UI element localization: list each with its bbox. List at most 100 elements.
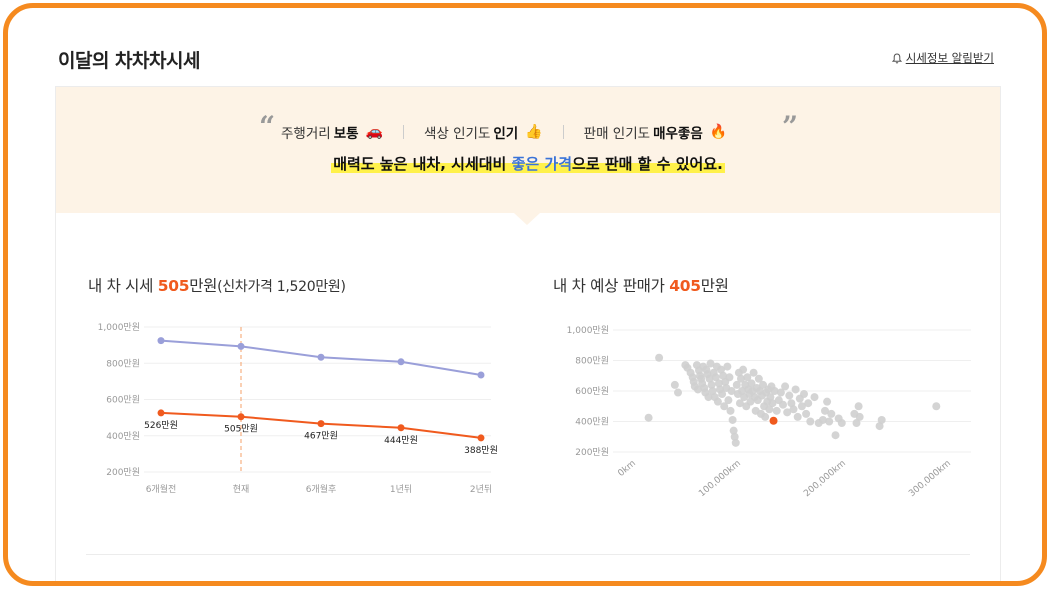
scatter-point — [729, 426, 738, 435]
fire-icon: 🔥 — [709, 124, 728, 140]
y-tick-label: 200만원 — [575, 447, 609, 458]
title-prefix: 내 차 예상 판매가 — [553, 277, 670, 295]
data-label: 444만원 — [384, 435, 418, 446]
divider — [86, 554, 970, 555]
market-price-value: 505 — [157, 277, 190, 295]
scatter-point — [789, 405, 798, 414]
scatter-point — [674, 388, 682, 397]
scatter-point — [759, 380, 768, 389]
car-icon: 🚗 — [365, 124, 383, 140]
tag-color-popularity: 색상 인기도 인기 👍 — [424, 122, 543, 142]
y-tick-label: 600만원 — [106, 395, 140, 406]
y-tick-label: 400만원 — [575, 417, 609, 428]
scatter-point — [877, 415, 886, 424]
scatter-point — [730, 432, 739, 441]
scatter-point — [711, 373, 720, 382]
scatter-point — [714, 379, 723, 388]
price-trend-chart: 1,000만원 800만원 600만원 400만원 200만원 6개월전 현재 6개월후 1년뒤… — [98, 322, 498, 495]
scatter-point — [781, 382, 790, 391]
scatter-point — [791, 385, 800, 394]
price-card: “ 주행거리 보통 🚗 색상 인기도 인기 👍 판매 인기도 매우좋음 🔥 ” 매력도 높은… — [55, 86, 1001, 581]
thumbs-up-icon: 👍 — [525, 124, 543, 140]
scatter-point — [644, 413, 653, 422]
tag-value: 인기 — [493, 126, 519, 142]
scatter-point — [726, 406, 735, 415]
scatter-point — [854, 402, 863, 411]
summary-pointer — [514, 213, 540, 225]
x-tick-label: 1년뒤 — [390, 483, 412, 495]
summary-tags: 주행거리 보통 🚗 색상 인기도 인기 👍 판매 인기도 매우좋음 🔥 — [281, 122, 727, 142]
scatter-point — [800, 390, 808, 399]
scatter-point — [727, 387, 736, 395]
page-title: 이달의 차차차시세 — [58, 50, 200, 72]
headline-pre: 매력도 높은 내차, 시세대비 — [333, 155, 512, 173]
price-alert-label: 시세정보 알림받기 — [905, 51, 994, 65]
summary-headline: 매력도 높은 내차, 시세대비 좋은 가격으로 판매 할 수 있어요. — [56, 153, 1000, 174]
scatter-point — [704, 393, 713, 402]
scatter-point — [785, 391, 794, 400]
data-point — [317, 353, 325, 361]
scatter-point — [825, 417, 834, 426]
scatter-point — [787, 399, 796, 408]
data-point — [317, 420, 325, 428]
scatter-point — [728, 415, 737, 424]
scatter-point — [761, 412, 770, 421]
scatter-point — [718, 390, 727, 399]
summary-box: “ 주행거리 보통 🚗 색상 인기도 인기 👍 판매 인기도 매우좋음 🔥 ” 매력도 높은… — [56, 87, 1000, 225]
scatter-point — [932, 402, 941, 411]
x-tick-label: 현재 — [233, 484, 250, 495]
scatter-point — [655, 353, 664, 362]
scatter-point — [670, 380, 679, 389]
price-alert-link[interactable]: 시세정보 알림받기 — [891, 50, 994, 66]
scatter-point — [749, 368, 758, 377]
headline-post: 으로 판매 할 수 있어요. — [572, 155, 723, 173]
scatter-point — [772, 406, 781, 415]
headline-highlight: 좋은 가격 — [511, 155, 573, 173]
scatter-point — [852, 419, 861, 428]
tag-value: 보통 — [333, 126, 359, 142]
scatter-point — [818, 415, 827, 424]
data-point — [237, 413, 245, 421]
x-tick-label: 2년뒤 — [470, 483, 492, 495]
scatter-point — [855, 412, 864, 421]
scatter-point — [821, 406, 829, 415]
tag-separator — [562, 125, 564, 139]
data-label: 388만원 — [464, 445, 498, 456]
scatter-point — [823, 397, 832, 406]
new-car-price: (신차가격 1,520만원) — [217, 279, 346, 295]
scatter-point — [875, 422, 884, 431]
data-point — [397, 424, 405, 432]
y-tick-label: 800만원 — [106, 358, 140, 369]
scatter-point — [738, 387, 747, 395]
scatter-point — [707, 380, 716, 389]
scatter-point — [731, 438, 740, 447]
scatter-point — [783, 408, 792, 417]
title-prefix: 내 차 시세 — [88, 277, 158, 295]
mileage-price-scatter: 1,000만원 800만원 600만원 400만원 200만원 0km 100,000km 2… — [567, 325, 971, 499]
y-tick-label: 1,000만원 — [98, 322, 140, 333]
scatter-point — [827, 409, 836, 418]
scatter-point — [713, 397, 722, 406]
close-quote-icon: ” — [782, 110, 799, 143]
scatter-point — [770, 387, 779, 395]
title-unit: 만원 — [700, 277, 729, 295]
scatter-point — [802, 409, 811, 418]
scatter-point — [793, 412, 802, 421]
x-tick-label: 6개월전 — [146, 483, 177, 495]
scatter-point — [831, 431, 840, 440]
data-point — [477, 371, 485, 379]
scatter-point — [754, 374, 763, 383]
tag-separator — [402, 125, 404, 139]
tag-label: 판매 인기도 — [583, 126, 651, 142]
y-tick-label: 800만원 — [575, 356, 609, 367]
y-tick-label: 200만원 — [106, 467, 140, 478]
scatter-point — [837, 419, 846, 428]
tag-mileage: 주행거리 보통 🚗 — [281, 122, 383, 142]
data-label: 526만원 — [144, 420, 178, 431]
y-tick-label: 600만원 — [575, 386, 609, 397]
tag-label: 주행거리 — [281, 126, 331, 142]
frame: 이달의 차차차시세 시세정보 알림받기 “ 주행거리 보통 🚗 색상 인기도 인기 👍 … — [3, 3, 1047, 586]
data-label: 467만원 — [304, 431, 338, 442]
scatter-point — [723, 362, 732, 371]
data-point — [157, 409, 165, 417]
